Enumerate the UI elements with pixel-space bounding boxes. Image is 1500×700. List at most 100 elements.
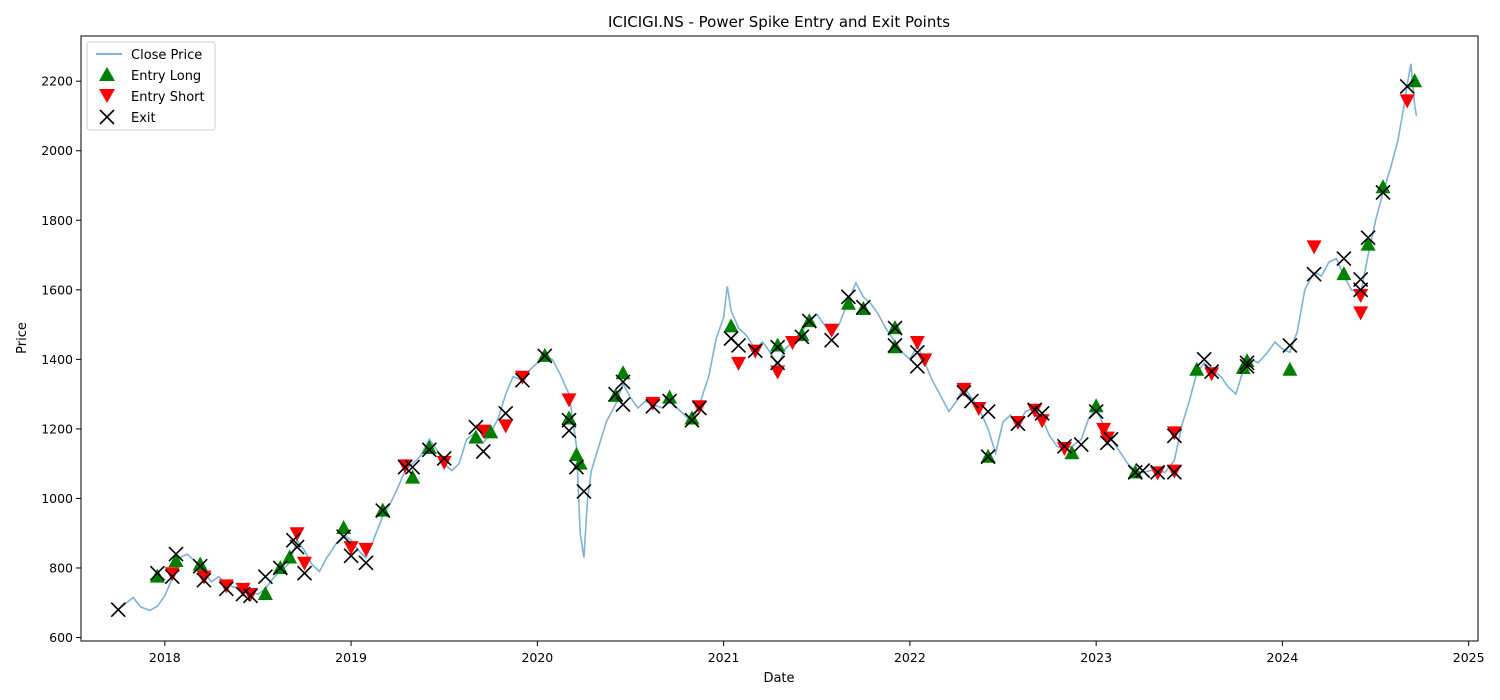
entry-short-marker [645,396,661,411]
entry-long-marker [257,586,273,601]
entry-short-marker [1306,240,1322,255]
y-tick-label: 1200 [41,421,73,436]
x-tick-label: 2025 [1453,650,1485,665]
y-axis: 600 800 1000 1200 1400 1600 1800 2000 2200 [41,74,81,645]
exit-marker [684,412,700,428]
entry-long-marker [1064,445,1080,460]
exit-marker [218,581,234,597]
exit-marker [730,337,747,354]
legend: Close Price Entry Long Entry Short Exit [86,41,216,131]
entry-long-marker [615,365,631,380]
exit-marker [343,548,359,564]
x-tick-label: 2019 [335,650,367,665]
exit-marker [909,344,925,360]
entry-long-marker [840,295,856,310]
y-tick-label: 1400 [41,352,73,367]
x-axis-label: Date [763,671,794,686]
exit-marker [1135,463,1151,479]
entry-short-marker [770,365,786,380]
entry-short-marker [1096,422,1112,437]
series-line-close-price [117,63,1418,612]
exit-marker [645,398,661,414]
exit-marker [956,384,972,400]
x-tick-label: 2024 [1267,650,1299,665]
entry-short-marker [297,556,313,571]
entry-long-marker [405,469,421,484]
entry-long-marker [1282,361,1298,376]
exit-marker [608,386,624,402]
exit-marker [110,602,126,618]
legend-swatch-exit [99,109,115,125]
trade-markers [110,73,1423,618]
y-tick-label: 2200 [41,74,73,89]
exit-marker [468,419,484,435]
exit-marker [164,569,180,585]
entry-short-marker [909,335,925,350]
entry-short-marker [436,455,452,470]
exit-marker [1103,431,1119,447]
legend-label-entry-short: Entry Short [131,90,205,105]
x-tick-label: 2018 [149,650,181,665]
entry-long-marker [561,410,577,425]
exit-marker [662,393,678,409]
y-tick-label: 1800 [41,213,73,228]
exit-marker [336,529,352,545]
exit-marker [824,332,840,348]
exit-marker [242,588,259,604]
chart-title: ICICIGI.NS - Power Spike Entry and Exit … [608,13,950,31]
exit-marker [1196,351,1212,367]
entry-short-marker [289,527,305,542]
legend-label-exit: Exit [131,111,156,126]
exit-marker [1166,428,1182,444]
entry-short-marker [196,570,212,585]
exit-marker [576,483,592,500]
exit-marker [1353,282,1369,298]
exit-marker [615,374,631,390]
x-tick-label: 2020 [521,650,553,665]
x-tick-label: 2023 [1080,650,1112,665]
entry-long-marker [1189,361,1205,376]
exit-marker [794,329,810,345]
entry-short-marker [1166,426,1182,441]
entry-short-marker [785,335,801,350]
exit-marker [1282,337,1298,354]
exit-marker [498,405,514,421]
exit-marker [1336,250,1352,267]
exit-marker [436,450,452,467]
entry-short-marker [956,382,972,397]
exit-marker [747,343,763,359]
exit-marker [285,532,301,548]
legend-box [86,41,216,131]
entry-short-marker [1399,94,1415,109]
legend-swatch-entry-long [99,67,115,81]
exit-marker [980,403,996,420]
entry-long-marker [168,553,184,568]
exit-marker [770,339,786,355]
entry-short-marker [1204,367,1220,382]
entry-long-marker [1336,266,1352,281]
exit-marker [375,503,391,519]
entry-long-marker [684,410,700,425]
entry-short-marker [498,419,514,434]
exit-marker [1150,464,1166,480]
exit-marker [358,555,374,571]
exit-marker [1375,184,1391,201]
y-tick-label: 1000 [41,491,73,506]
exit-marker [980,449,996,465]
y-tick-label: 800 [49,560,73,575]
y-axis-label: Price [15,322,30,354]
exit-marker [1360,230,1376,246]
exit-marker [1204,363,1220,380]
exit-marker [1088,403,1104,420]
x-tick-label: 2022 [894,650,926,665]
y-tick-label: 600 [49,630,73,645]
entry-long-marker [662,389,678,404]
exit-marker [257,569,273,585]
legend-label-close-price: Close Price [131,48,202,63]
exit-marker [1056,438,1073,454]
exit-marker [168,546,184,562]
entry-short-marker [475,424,491,439]
x-axis: 2018 2019 2020 2021 2022 2023 2024 2025 [149,641,1485,665]
entry-short-marker [235,582,251,597]
legend-label-entry-long: Entry Long [131,69,201,84]
